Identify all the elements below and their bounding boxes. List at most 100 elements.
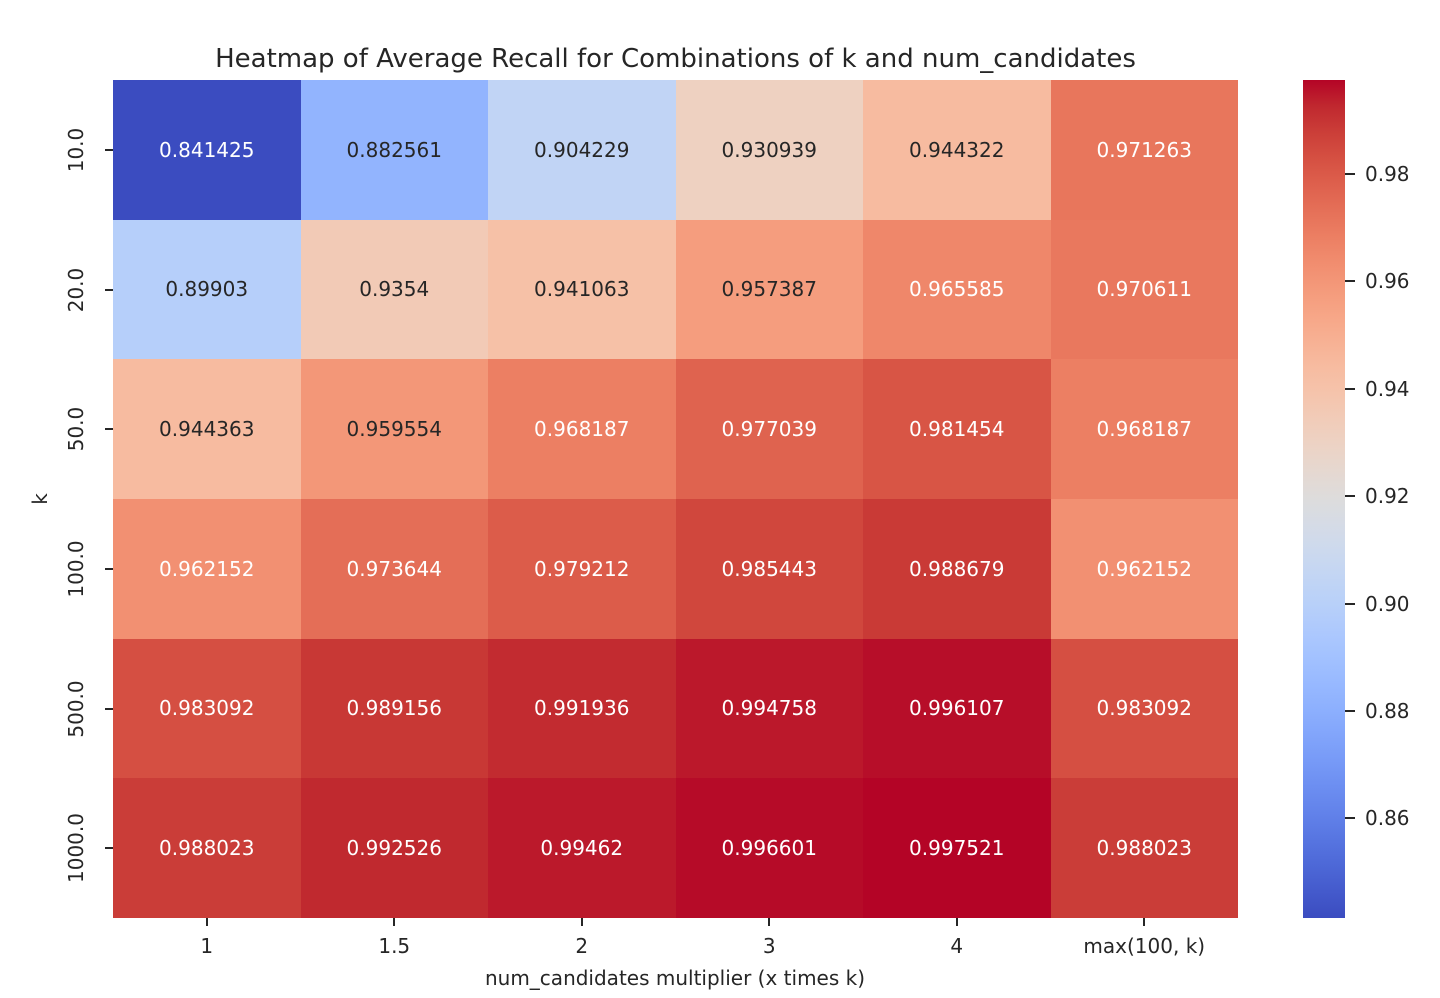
y-tick-mark xyxy=(105,847,113,850)
y-tick-label: 100.0 xyxy=(64,540,88,598)
colorbar-tick-mark xyxy=(1345,387,1355,390)
y-tick-label: 50.0 xyxy=(64,406,88,452)
x-tick-label: max(100, k) xyxy=(1083,934,1206,958)
heatmap-cell: 0.962152 xyxy=(1050,499,1238,639)
heatmap-cell: 0.970611 xyxy=(1050,219,1238,360)
heatmap-cell: 0.971263 xyxy=(1050,80,1238,220)
y-tick-mark xyxy=(105,148,113,151)
x-tick-mark xyxy=(1143,918,1146,926)
heatmap-cell: 0.959554 xyxy=(300,359,488,499)
x-axis-label: num_candidates multiplier (x times k) xyxy=(484,966,866,990)
heatmap-cell: 0.965585 xyxy=(863,219,1051,360)
heatmap-cell: 0.962152 xyxy=(113,499,301,639)
heatmap-grid: 0.841425 0.882561 0.904229 0.930939 0.944322… xyxy=(113,80,1238,918)
cell-value: 0.841425 xyxy=(159,137,255,162)
heatmap-cell: 0.988023 xyxy=(1050,778,1238,918)
colorbar-tick-mark xyxy=(1345,280,1355,283)
cell-value: 0.965585 xyxy=(909,277,1005,302)
colorbar-tick-mark xyxy=(1345,709,1355,712)
x-tick-mark xyxy=(205,918,208,926)
cell-value: 0.973644 xyxy=(346,556,442,581)
cell-value: 0.970611 xyxy=(1096,277,1192,302)
cell-value: 0.996601 xyxy=(721,836,817,861)
heatmap-cell: 0.985443 xyxy=(675,499,863,639)
heatmap-cell: 0.977039 xyxy=(675,359,863,499)
cell-value: 0.968187 xyxy=(534,417,630,442)
x-tick-label: 2 xyxy=(575,934,589,958)
heatmap-cell: 0.9354 xyxy=(300,219,488,360)
heatmap-cell: 0.882561 xyxy=(300,80,488,220)
cell-value: 0.988023 xyxy=(159,836,255,861)
heatmap-cell: 0.973644 xyxy=(300,499,488,639)
y-tick-label: 1000.0 xyxy=(64,813,88,884)
y-tick-label: 10.0 xyxy=(64,127,88,173)
cell-value: 0.977039 xyxy=(721,417,817,442)
y-tick-mark xyxy=(105,428,113,431)
heatmap-cell: 0.983092 xyxy=(1050,638,1238,779)
cell-value: 0.979212 xyxy=(534,556,630,581)
heatmap-cell: 0.89903 xyxy=(113,219,301,360)
cell-value: 0.959554 xyxy=(346,417,442,442)
y-tick-mark xyxy=(105,288,113,291)
cell-value: 0.981454 xyxy=(909,417,1005,442)
heatmap-cell: 0.957387 xyxy=(675,219,863,360)
cell-value: 0.994758 xyxy=(721,696,817,721)
colorbar-tick-mark xyxy=(1345,602,1355,605)
heatmap-cell: 0.944322 xyxy=(863,80,1051,220)
heatmap-cell: 0.904229 xyxy=(488,80,676,220)
heatmap-cell: 0.992526 xyxy=(300,778,488,918)
x-tick-label: 4 xyxy=(950,934,964,958)
cell-value: 0.996107 xyxy=(909,696,1005,721)
colorbar-tick-label: 0.86 xyxy=(1365,806,1410,831)
heatmap-cell: 0.841425 xyxy=(113,80,301,220)
cell-value: 0.983092 xyxy=(1096,696,1192,721)
heatmap-cell: 0.997521 xyxy=(863,778,1051,918)
cell-value: 0.971263 xyxy=(1096,137,1192,162)
heatmap-cell: 0.99462 xyxy=(488,778,676,918)
cell-value: 0.882561 xyxy=(346,137,442,162)
cell-value: 0.991936 xyxy=(534,696,630,721)
heatmap-cell: 0.968187 xyxy=(488,359,676,499)
cell-value: 0.997521 xyxy=(909,836,1005,861)
heatmap-cell: 0.968187 xyxy=(1050,359,1238,499)
cell-value: 0.985443 xyxy=(721,556,817,581)
heatmap-cell: 0.981454 xyxy=(863,359,1051,499)
cell-value: 0.9354 xyxy=(359,277,430,302)
x-tick-mark xyxy=(768,918,771,926)
cell-value: 0.941063 xyxy=(534,277,630,302)
cell-value: 0.957387 xyxy=(721,277,817,302)
cell-value: 0.992526 xyxy=(346,836,442,861)
y-axis-label: k xyxy=(28,493,52,505)
x-tick-label: 3 xyxy=(762,934,776,958)
cell-value: 0.944322 xyxy=(909,137,1005,162)
colorbar xyxy=(1303,80,1345,918)
heatmap-cell: 0.994758 xyxy=(675,638,863,779)
heatmap-cell: 0.979212 xyxy=(488,499,676,639)
heatmap-cell: 0.944363 xyxy=(113,359,301,499)
cell-value: 0.944363 xyxy=(159,417,255,442)
chart-title: Heatmap of Average Recall for Combinatio… xyxy=(215,44,1136,74)
y-tick-mark xyxy=(105,707,113,710)
heatmap-cell: 0.930939 xyxy=(675,80,863,220)
x-tick-mark xyxy=(580,918,583,926)
colorbar-tick-label: 0.94 xyxy=(1365,376,1410,401)
heatmap-cell: 0.989156 xyxy=(300,638,488,779)
heatmap-cell: 0.983092 xyxy=(113,638,301,779)
x-tick-label: 1 xyxy=(200,934,214,958)
cell-value: 0.962152 xyxy=(1096,556,1192,581)
heatmap-cell: 0.988679 xyxy=(863,499,1051,639)
cell-value: 0.962152 xyxy=(159,556,255,581)
heatmap-cell: 0.996601 xyxy=(675,778,863,918)
y-tick-label: 20.0 xyxy=(64,267,88,312)
colorbar-tick-mark xyxy=(1345,173,1355,176)
colorbar-tick-label: 0.90 xyxy=(1365,591,1410,616)
colorbar-tick-label: 0.96 xyxy=(1365,269,1410,294)
heatmap-cell: 0.941063 xyxy=(488,219,676,360)
y-tick-mark xyxy=(105,567,113,570)
heatmap-cell: 0.996107 xyxy=(863,638,1051,779)
x-tick-mark xyxy=(393,918,396,926)
y-tick-label: 500.0 xyxy=(64,679,88,738)
cell-value: 0.89903 xyxy=(165,277,249,302)
cell-value: 0.988679 xyxy=(909,556,1005,581)
